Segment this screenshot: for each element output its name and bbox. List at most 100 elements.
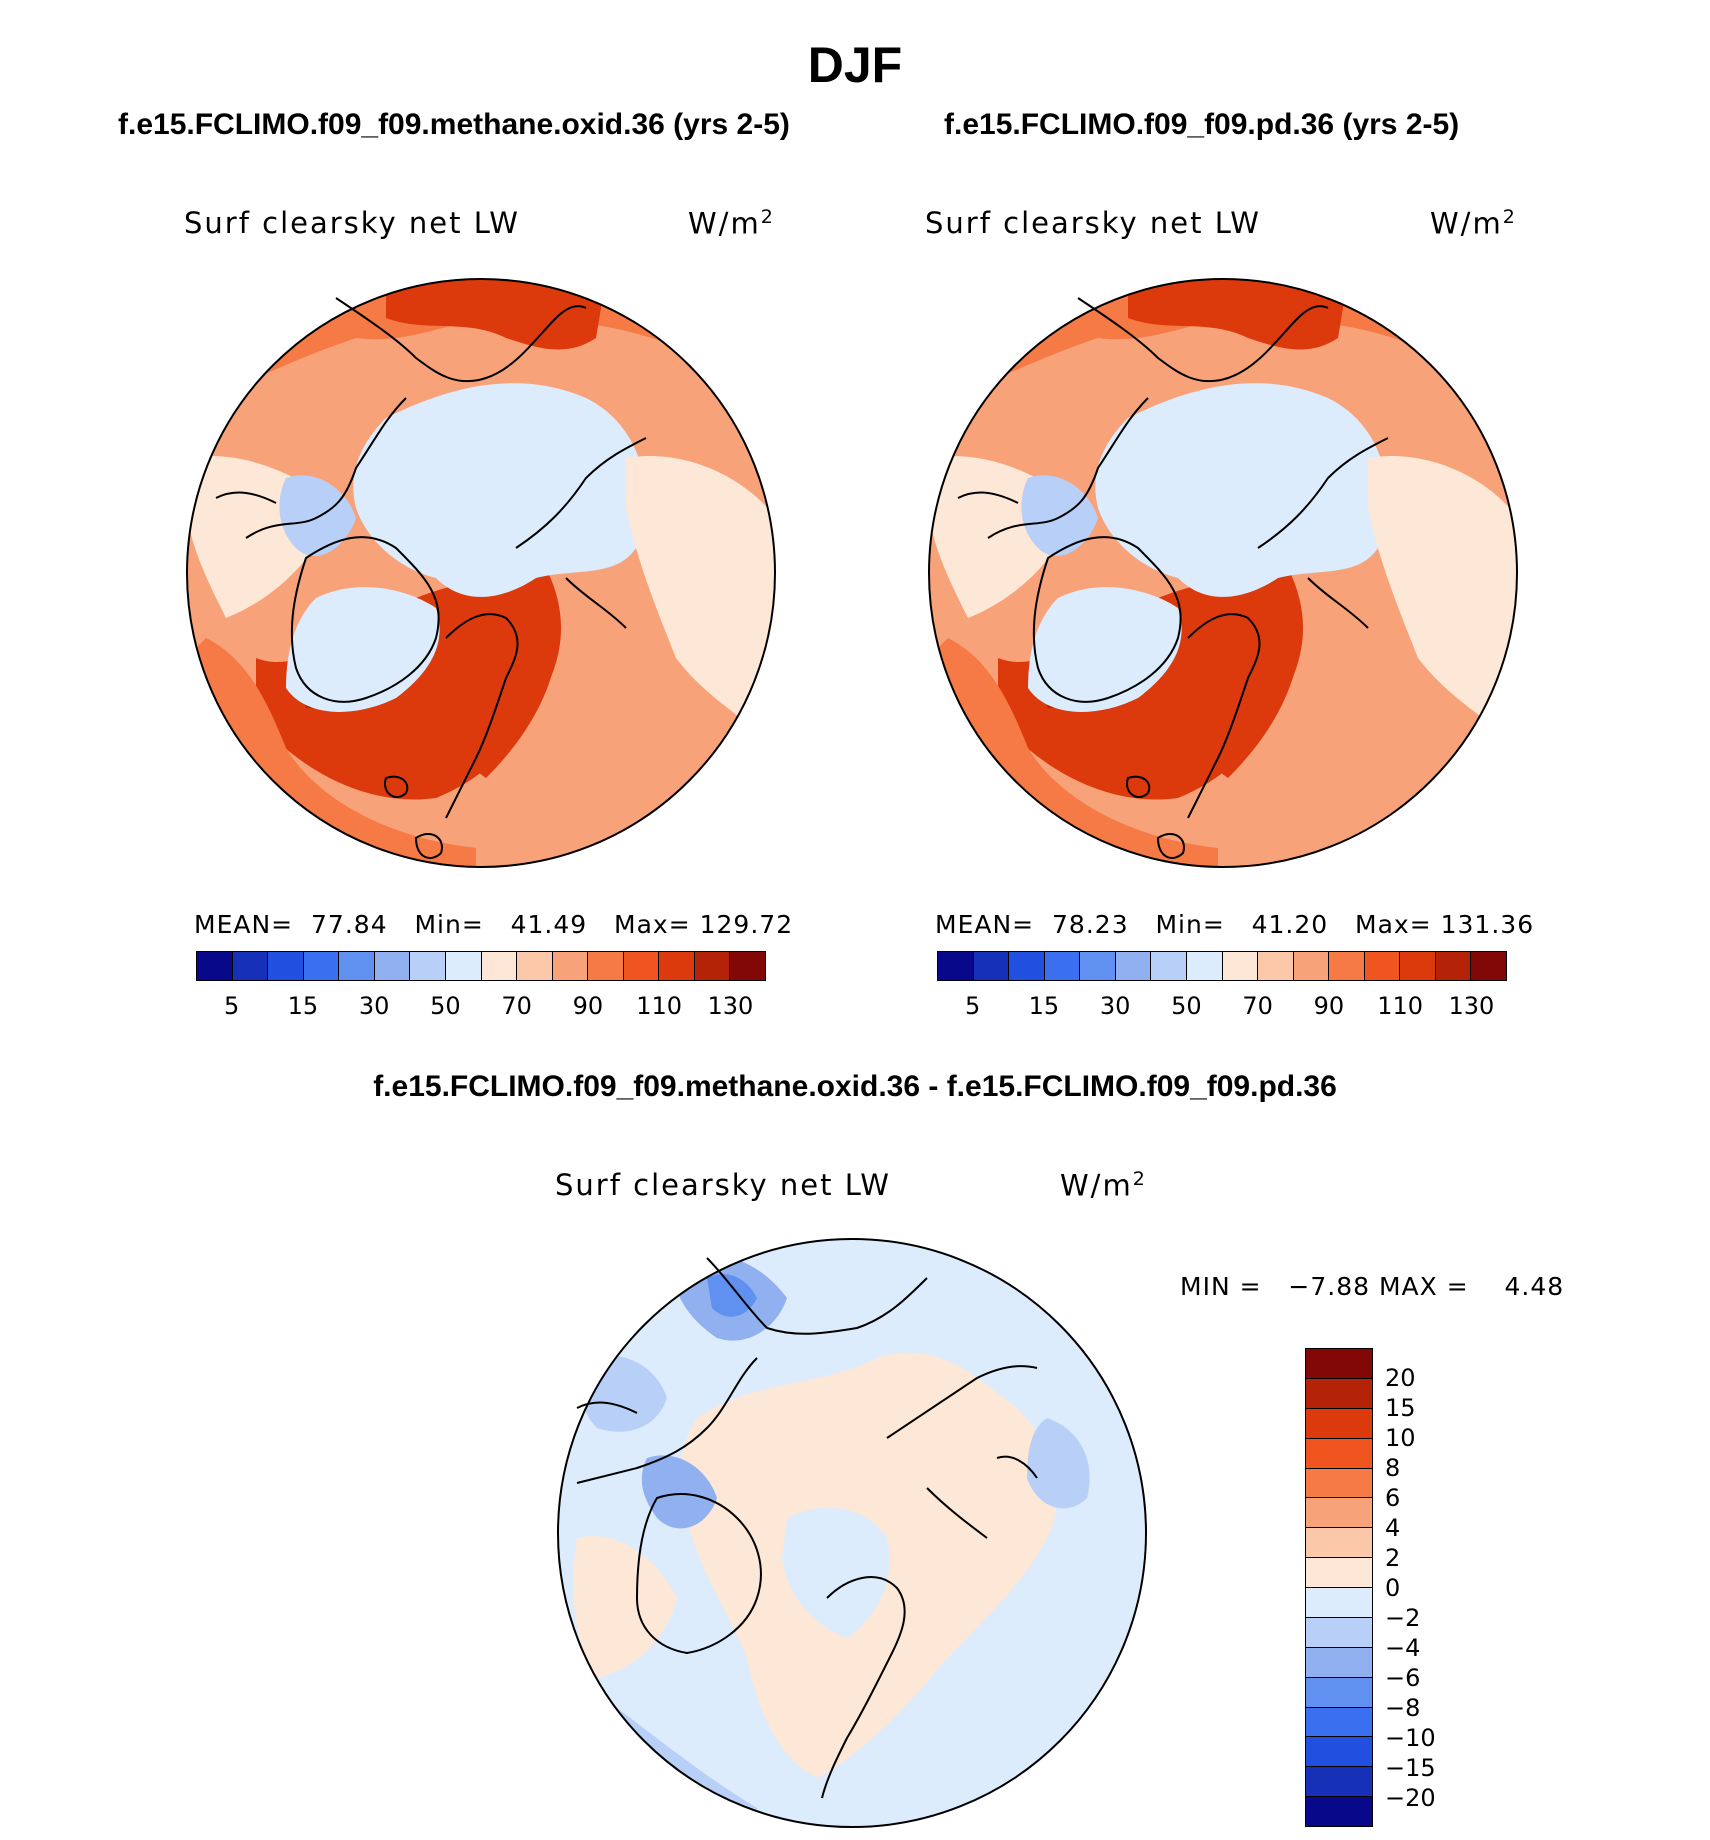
panel1-colorbar (196, 951, 766, 981)
colorbar-label: 30 (1099, 992, 1131, 1020)
diff-coldest-top (707, 1274, 757, 1317)
colorbar-label: −4 (1385, 1634, 1421, 1662)
colorbar-swatch (938, 952, 974, 980)
colorbar-label: 15 (1385, 1394, 1416, 1422)
map-cap-field (353, 383, 646, 597)
panel2-colorbar (937, 951, 1507, 981)
colorbar-label: 15 (287, 992, 319, 1020)
panel2-stats: MEAN= 78.23 Min= 41.20 Max= 131.36 (935, 910, 1535, 939)
colorbar-swatch (1186, 952, 1223, 980)
map-warm-band-top-dark (386, 279, 606, 350)
panel1-stats: MEAN= 77.84 Min= 41.49 Max= 129.72 (194, 910, 794, 939)
colorbar-swatch (1009, 952, 1045, 980)
colorbar-swatch (1044, 952, 1081, 980)
colorbar-swatch (1306, 1558, 1372, 1588)
colorbar-swatch (1306, 1468, 1372, 1499)
colorbar-swatch (374, 952, 411, 980)
map-cold-archipelago (1021, 475, 1098, 557)
difference-min-value: −7.88 (1288, 1272, 1371, 1301)
colorbar-label: 2 (1385, 1544, 1401, 1572)
colorbar-label: 50 (1171, 992, 1202, 1020)
panel2-max-value: 131.36 (1440, 910, 1535, 939)
panel1-mean-value: 77.84 (311, 910, 388, 939)
colorbar-label: −10 (1385, 1724, 1436, 1752)
colorbar-swatch (1222, 952, 1259, 980)
map-scandinavia-warm (1194, 614, 1298, 778)
colorbar-swatch (1080, 952, 1116, 980)
colorbar-swatch (1306, 1588, 1372, 1618)
map-coastlines (576, 1257, 1038, 1799)
colorbar-swatch (973, 952, 1010, 980)
figure-title: DJF (807, 37, 903, 93)
colorbar-label: 110 (636, 992, 683, 1020)
colorbar-swatch (517, 952, 553, 980)
colorbar-swatch (1364, 952, 1401, 980)
colorbar-swatch (1329, 952, 1365, 980)
difference-units: W/m2 (1060, 1168, 1147, 1203)
colorbar-swatch (1306, 1797, 1372, 1826)
colorbar-label: 10 (1385, 1424, 1416, 1452)
colorbar-swatch (1306, 1767, 1372, 1798)
map-coastlines (957, 297, 1389, 859)
colorbar-label: 50 (430, 992, 461, 1020)
panel1-polar-map (186, 278, 776, 868)
colorbar-label: 20 (1385, 1364, 1416, 1392)
colorbar-swatch (232, 952, 269, 980)
colorbar-swatch (1306, 1408, 1372, 1439)
difference-title: f.e15.FCLIMO.f09_f09.methane.oxid.36 - f… (373, 1070, 1337, 1103)
colorbar-label: 8 (1385, 1454, 1401, 1482)
colorbar-swatch (1306, 1498, 1372, 1529)
colorbar-swatch (623, 952, 660, 980)
colorbar-label: 4 (1385, 1514, 1401, 1542)
panel2-min-value: 41.20 (1251, 910, 1329, 939)
colorbar-swatch (659, 952, 695, 980)
map-land-light-right (626, 456, 775, 748)
colorbar-label: −2 (1385, 1604, 1421, 1632)
colorbar-swatch (1435, 952, 1472, 980)
diff-cold-right (1027, 1418, 1090, 1509)
colorbar-swatch (1306, 1349, 1372, 1379)
colorbar-label: −6 (1385, 1664, 1421, 1692)
panel1-units: W/m2 (688, 206, 775, 241)
colorbar-label: 15 (1028, 992, 1060, 1020)
colorbar-swatch (268, 952, 304, 980)
colorbar-label: 5 (223, 992, 240, 1020)
colorbar-label: 130 (707, 992, 754, 1020)
colorbar-swatch (1151, 952, 1187, 980)
panel2-case-title: f.e15.FCLIMO.f09_f09.pd.36 (yrs 2-5) (944, 108, 1460, 141)
colorbar-swatch (694, 952, 731, 980)
panel2-units: W/m2 (1430, 206, 1517, 241)
panel1-variable-label: Surf clearsky net LW (184, 206, 520, 240)
map-land-light-right (1368, 456, 1517, 748)
panel2-variable-label: Surf clearsky net LW (925, 206, 1261, 240)
colorbar-label: 0 (1385, 1574, 1401, 1602)
diff-cold-archipelago (641, 1455, 717, 1529)
panel1-min-value: 41.49 (510, 910, 588, 939)
colorbar-label: 90 (1313, 992, 1345, 1020)
colorbar-swatch (1258, 952, 1294, 980)
colorbar-label: −8 (1385, 1694, 1421, 1722)
colorbar-label: −15 (1385, 1754, 1436, 1782)
colorbar-label: 30 (358, 992, 390, 1020)
colorbar-swatch (730, 952, 765, 980)
colorbar-swatch (1115, 952, 1152, 980)
colorbar-swatch (1306, 1438, 1372, 1469)
colorbar-swatch (197, 952, 233, 980)
map-cold-archipelago (279, 475, 356, 557)
colorbar-swatch (1306, 1528, 1372, 1559)
colorbar-label: 6 (1385, 1484, 1401, 1512)
diff-warm-left (573, 1536, 677, 1678)
map-coastlines (215, 297, 647, 859)
difference-minmax: MIN = −7.88 MAX = 4.48 (1180, 1272, 1565, 1301)
colorbar-swatch (1400, 952, 1436, 980)
map-scandinavia-warm (452, 614, 556, 778)
colorbar-swatch (552, 952, 589, 980)
colorbar-label: 130 (1448, 992, 1495, 1020)
colorbar-swatch (1306, 1617, 1372, 1648)
difference-colorbar-labels: 20 15 10 8 6 4 2 0 −2 −4 −6 −8 −10 −15 −20 (1385, 1348, 1505, 1828)
colorbar-label: −20 (1385, 1784, 1436, 1812)
difference-max-value: 4.48 (1504, 1272, 1565, 1301)
colorbar-label: 110 (1377, 992, 1424, 1020)
colorbar-swatch (1306, 1378, 1372, 1409)
colorbar-swatch (481, 952, 518, 980)
